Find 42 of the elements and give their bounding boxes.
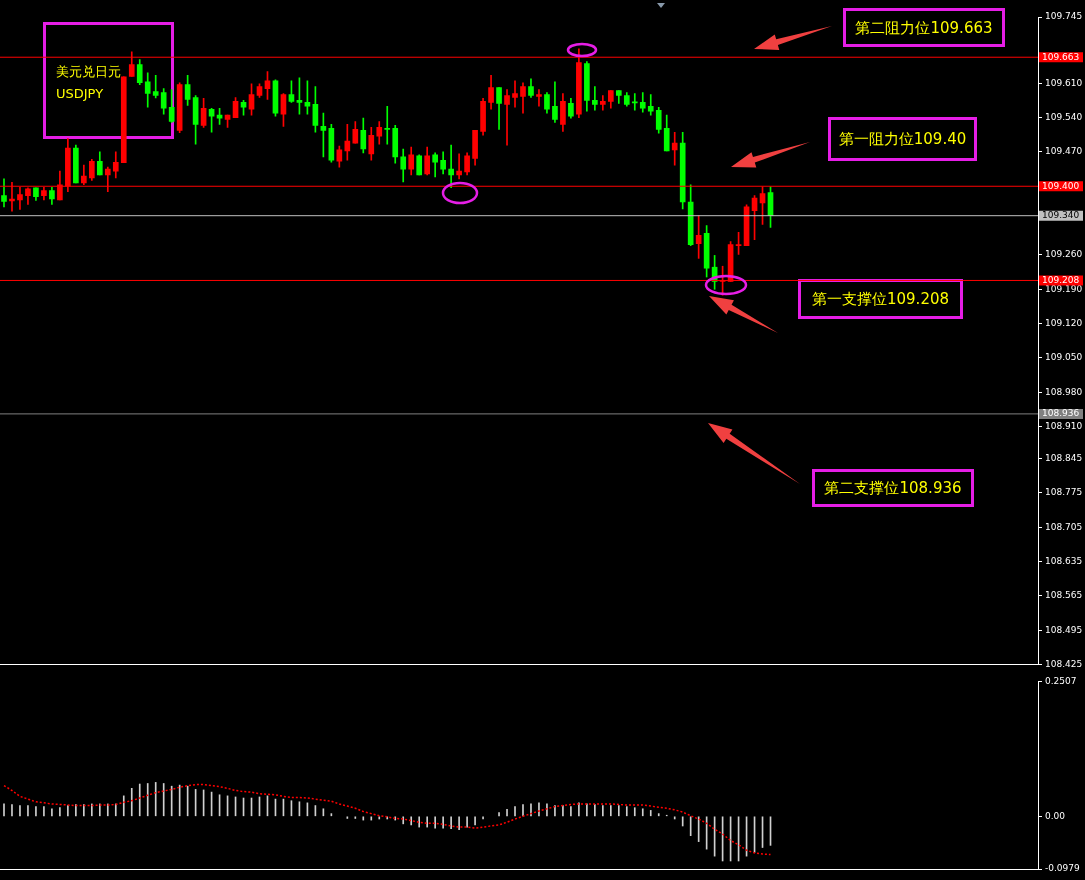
y-tick-label: 108.980 bbox=[1045, 386, 1083, 397]
y-tick-label: 109.540 bbox=[1045, 111, 1083, 122]
ref-line-label: 108.936 bbox=[1042, 408, 1080, 419]
y-tick-label: 108.845 bbox=[1045, 452, 1083, 463]
candlestick bbox=[600, 95, 606, 111]
candlestick bbox=[456, 153, 462, 180]
y-tick-label: 109.120 bbox=[1045, 317, 1083, 328]
candlestick bbox=[384, 105, 391, 145]
y-tick-label: 0.2507 bbox=[1045, 675, 1077, 686]
y-tick-label: 109.470 bbox=[1045, 146, 1083, 157]
y-tick-label: 108.635 bbox=[1045, 555, 1083, 566]
y-tick-label: 109.745 bbox=[1045, 11, 1083, 22]
y-tick-label: 108.705 bbox=[1045, 521, 1083, 532]
y-tick-label: 108.495 bbox=[1045, 624, 1083, 635]
candlestick bbox=[152, 75, 159, 99]
line-series bbox=[3, 783, 772, 856]
annotation: 第二阻力位109.663 bbox=[855, 17, 993, 39]
candlestick bbox=[512, 80, 518, 108]
y-tick-label: 109.190 bbox=[1045, 283, 1083, 294]
annotation: USDJPY bbox=[56, 85, 104, 103]
candlestick bbox=[504, 89, 510, 146]
ref-line-label: 109.663 bbox=[1042, 51, 1080, 62]
y-tick-label: 109.050 bbox=[1045, 352, 1083, 363]
ref-line-label: 109.400 bbox=[1042, 180, 1080, 191]
annotation: 美元兑日元 bbox=[56, 63, 121, 81]
annotation: 第二支撑位108.936 bbox=[824, 478, 962, 499]
ref-line-label: 109.208 bbox=[1042, 274, 1080, 285]
y-tick-label: 108.775 bbox=[1045, 487, 1083, 498]
annotation: 第一支撑位109.208 bbox=[811, 289, 950, 310]
annotation: 第一阻力位109.40 bbox=[838, 129, 967, 150]
candlestick bbox=[448, 144, 454, 189]
y-tick-label: 0.00 bbox=[1045, 810, 1066, 821]
y-tick-label: 108.425 bbox=[1045, 658, 1083, 669]
y-tick-label: 108.910 bbox=[1045, 421, 1083, 431]
y-tick-label: 108.565 bbox=[1045, 590, 1083, 601]
y-tick-label: 109.610 bbox=[1045, 77, 1083, 88]
candlestick bbox=[671, 131, 678, 166]
y-tick-label: 109.260 bbox=[1045, 249, 1083, 260]
ref-line-label: 109.340 bbox=[1042, 210, 1080, 221]
y-tick-label: -0.0979 bbox=[1045, 863, 1081, 874]
candlestick bbox=[536, 89, 542, 107]
candlestick bbox=[592, 86, 598, 111]
